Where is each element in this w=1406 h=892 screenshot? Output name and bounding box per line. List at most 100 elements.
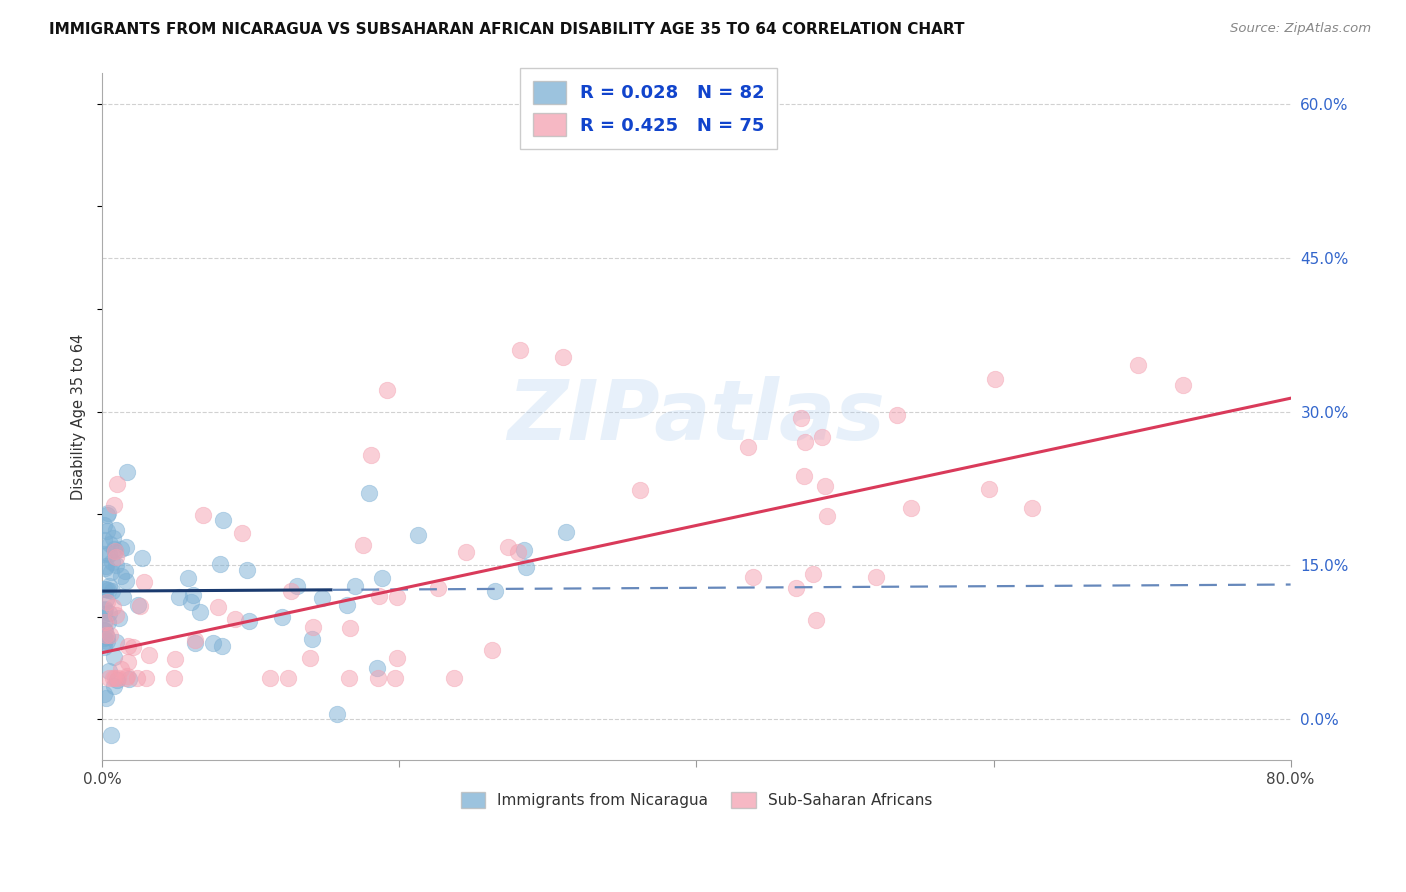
Point — [103, 542, 125, 557]
Point — [96, 634, 118, 648]
Point — [301, 632, 323, 646]
Point — [443, 671, 465, 685]
Point — [865, 569, 887, 583]
Point — [236, 563, 259, 577]
Point — [801, 567, 824, 582]
Point — [212, 513, 235, 527]
Point — [112, 590, 135, 604]
Point — [339, 622, 361, 636]
Point — [101, 671, 124, 685]
Point — [98, 537, 121, 551]
Point — [259, 671, 281, 685]
Point — [357, 486, 380, 500]
Point — [366, 661, 388, 675]
Point — [117, 655, 139, 669]
Point — [426, 581, 449, 595]
Point — [104, 634, 127, 648]
Point — [810, 430, 832, 444]
Point — [498, 540, 520, 554]
Point — [93, 687, 115, 701]
Point — [93, 560, 115, 574]
Point — [93, 634, 115, 648]
Point — [94, 690, 117, 705]
Point — [97, 583, 120, 598]
Point — [93, 518, 115, 533]
Point — [107, 671, 129, 685]
Point — [368, 589, 391, 603]
Point — [167, 590, 190, 604]
Point — [1171, 377, 1194, 392]
Point — [100, 555, 122, 569]
Point — [815, 508, 838, 523]
Point — [97, 615, 120, 629]
Point — [886, 408, 908, 422]
Point — [508, 545, 530, 559]
Point — [271, 609, 294, 624]
Point — [100, 565, 122, 579]
Point — [360, 448, 382, 462]
Point — [131, 551, 153, 566]
Point — [793, 469, 815, 483]
Point — [813, 479, 835, 493]
Point — [553, 350, 575, 364]
Point — [138, 648, 160, 663]
Point — [481, 642, 503, 657]
Point — [93, 582, 115, 596]
Point — [231, 525, 253, 540]
Point — [193, 508, 215, 522]
Point — [97, 671, 120, 685]
Point — [367, 671, 389, 685]
Point — [387, 591, 409, 605]
Point — [93, 607, 115, 622]
Point — [180, 595, 202, 609]
Point — [900, 501, 922, 516]
Point — [104, 543, 127, 558]
Point — [104, 671, 127, 685]
Point — [207, 600, 229, 615]
Point — [513, 543, 536, 558]
Point — [96, 508, 118, 523]
Point — [1126, 359, 1149, 373]
Point — [96, 630, 118, 644]
Point — [336, 599, 359, 613]
Point — [285, 579, 308, 593]
Point — [515, 560, 537, 574]
Point — [298, 650, 321, 665]
Point — [98, 665, 121, 679]
Point — [105, 673, 128, 687]
Point — [979, 482, 1001, 496]
Point — [484, 583, 506, 598]
Point — [103, 531, 125, 545]
Point — [790, 411, 813, 425]
Point — [93, 602, 115, 616]
Point — [454, 545, 477, 559]
Point — [181, 588, 204, 602]
Point — [326, 707, 349, 722]
Point — [110, 541, 132, 556]
Point — [311, 591, 333, 606]
Point — [115, 669, 138, 683]
Point — [104, 543, 127, 558]
Point — [384, 671, 406, 685]
Point — [165, 652, 187, 666]
Point — [741, 570, 763, 584]
Point — [110, 662, 132, 676]
Point — [224, 612, 246, 626]
Point — [115, 465, 138, 479]
Point — [97, 506, 120, 520]
Point — [406, 528, 429, 542]
Point — [96, 558, 118, 573]
Point — [371, 571, 394, 585]
Point — [107, 476, 129, 491]
Point — [103, 498, 125, 512]
Point — [804, 613, 827, 627]
Point — [101, 600, 124, 615]
Point — [115, 671, 138, 685]
Point — [94, 591, 117, 606]
Point — [93, 640, 115, 655]
Point — [785, 581, 807, 595]
Point — [110, 569, 132, 583]
Point — [115, 574, 138, 588]
Point — [301, 620, 323, 634]
Point — [134, 575, 156, 590]
